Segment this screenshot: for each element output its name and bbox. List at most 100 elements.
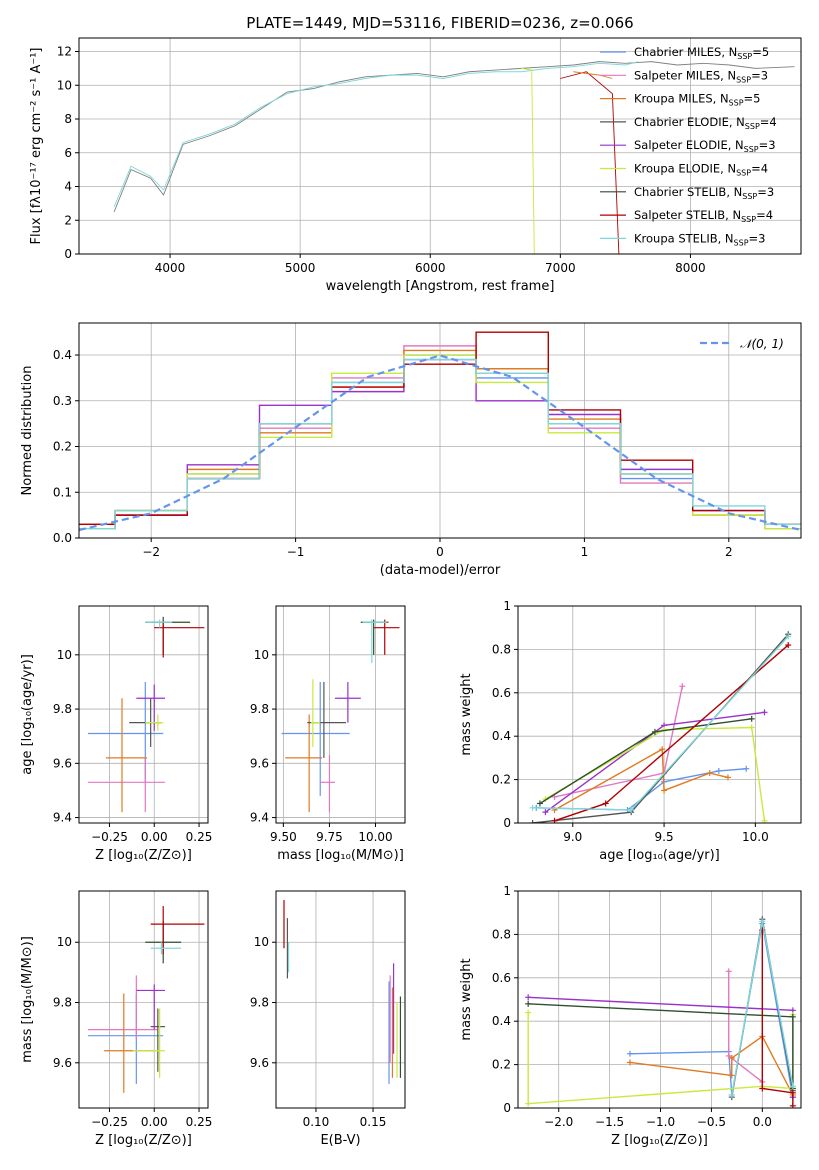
legend-count: =4 xyxy=(751,162,768,176)
y-tick-label: 9.4 xyxy=(53,811,72,825)
axes-frame xyxy=(517,605,802,824)
y-axis-label: mass weight xyxy=(459,958,474,1040)
x-tick-label: 9.0 xyxy=(563,830,582,844)
y-tick-label: 0.3 xyxy=(53,394,72,408)
plot-area xyxy=(529,631,792,823)
x-tick-label: 1 xyxy=(581,545,589,559)
axis-ticks: −0.25 0.00 0.25 9.6 9.8 10 xyxy=(53,935,212,1129)
legend-subscript: SSP xyxy=(745,122,760,131)
x-tick-label: 8000 xyxy=(675,261,706,275)
plot-area xyxy=(87,616,205,813)
y-tick-label: 0 xyxy=(64,247,72,261)
y-tick-label: 10 xyxy=(254,648,269,662)
x-tick-label: 2 xyxy=(725,545,733,559)
y-tick-label: 6 xyxy=(64,146,72,160)
axes-frame xyxy=(78,605,209,824)
axes-frame xyxy=(78,37,802,255)
y-tick-label: 9.4 xyxy=(250,811,269,825)
y-tick-label: 0.4 xyxy=(492,729,511,743)
legend-label: Kroupa ELODIE, NSSP=4 xyxy=(634,162,768,178)
series-line xyxy=(573,71,613,79)
y-tick-label: 9.8 xyxy=(250,702,269,716)
axes-frame xyxy=(275,605,406,824)
panel-age-vs-mass: 9.50 9.75 10.00 9.4 9.6 9.8 10 mass [log₁₀(M/M⊙… xyxy=(250,605,406,863)
x-tick-label: 7000 xyxy=(545,261,576,275)
y-axis-label: mass [log₁₀(M/M⊙)] xyxy=(20,936,35,1063)
series-line xyxy=(560,71,620,254)
legend-subscript: SSP xyxy=(729,99,744,108)
x-axis-label: Z [log₁₀(Z/Z⊙)] xyxy=(611,1133,708,1148)
series-line xyxy=(113,61,795,212)
legend-subscript: SSP xyxy=(734,238,749,247)
y-tick-label: 0.1 xyxy=(53,485,72,499)
y-tick-label: 10 xyxy=(57,78,72,92)
axis-ticks: 9.0 9.5 10.0 0 0.2 0.4 0.6 0.8 1 xyxy=(492,599,769,844)
panel-mass-vs-z: −0.25 0.00 0.25 9.6 9.8 10 Z [log₁₀(Z/Z⊙)] mass… xyxy=(20,890,212,1148)
legend-count: =3 xyxy=(751,68,768,82)
x-axis-label: (data-model)/error xyxy=(380,563,501,578)
legend-label: Salpeter MILES, NSSP=3 xyxy=(634,68,768,84)
plot-area xyxy=(281,619,400,813)
x-tick-label: 9.75 xyxy=(316,830,343,844)
x-tick-label: 0 xyxy=(436,545,444,559)
legend-subscript: SSP xyxy=(736,75,751,84)
y-tick-label: 9.8 xyxy=(53,702,72,716)
panel-residuals: −2 −1 0 1 2 0.0 0.1 0.2 0.3 0.4 (data-model)/error… xyxy=(20,322,802,578)
x-tick-label: 0.00 xyxy=(141,830,168,844)
y-tick-label: 1 xyxy=(503,884,511,898)
grid xyxy=(79,891,208,1108)
y-tick-label: 10 xyxy=(57,935,72,949)
legend-count: =3 xyxy=(759,138,776,152)
y-tick-label: 0.0 xyxy=(53,531,72,545)
x-tick-label: −1.5 xyxy=(595,1115,624,1129)
x-tick-label: −0.25 xyxy=(91,830,128,844)
y-tick-label: 0.2 xyxy=(492,1058,511,1072)
plot-area xyxy=(113,61,795,254)
series-line xyxy=(761,930,794,1106)
x-tick-label: −0.25 xyxy=(91,1115,128,1129)
legend-count: =5 xyxy=(744,92,761,106)
x-tick-label: 0.25 xyxy=(186,830,213,844)
y-tick-label: 0 xyxy=(503,816,511,830)
x-tick-label: −2.0 xyxy=(544,1115,573,1129)
x-tick-label: 5000 xyxy=(285,261,316,275)
y-axis-label: Normed distribution xyxy=(20,366,35,496)
plot-area xyxy=(87,906,205,1093)
y-tick-label: 10 xyxy=(57,648,72,662)
series-line xyxy=(113,61,639,207)
plot-area xyxy=(283,900,402,1084)
x-tick-label: 4000 xyxy=(155,261,186,275)
axis-ticks: 4000 5000 6000 7000 8000 0 2 4 6 8 10 12 xyxy=(57,45,706,276)
y-tick-label: 9.6 xyxy=(250,756,269,770)
legend-label: Chabrier ELODIE, NSSP=4 xyxy=(634,115,777,131)
grid xyxy=(276,606,405,823)
y-tick-label: 0.6 xyxy=(492,971,511,985)
x-tick-label: −2 xyxy=(142,545,160,559)
y-tick-label: 9.6 xyxy=(53,756,72,770)
y-tick-label: 0.8 xyxy=(492,642,511,656)
axes-frame xyxy=(275,890,406,1109)
panel-weight-vs-age: 9.0 9.5 10.0 0 0.2 0.4 0.6 0.8 1 age [log₁₀(age/y… xyxy=(459,599,802,863)
series-line xyxy=(521,67,535,254)
series-line xyxy=(539,718,752,805)
y-tick-label: 9.8 xyxy=(53,996,72,1010)
y-tick-label: 9.6 xyxy=(53,1056,72,1070)
legend-subscript: SSP xyxy=(737,52,752,61)
panel-spectrum: 4000 5000 6000 7000 8000 0 2 4 6 8 10 12 wavelength … xyxy=(29,37,802,294)
axis-ticks: −2.0 −1.5 −1.0 −0.5 0.0 0 0.2 0.4 0.6 0.8 1 xyxy=(492,884,772,1129)
y-axis-label: mass weight xyxy=(459,673,474,755)
legend-label: Salpeter STELIB, NSSP=4 xyxy=(634,208,773,224)
series-line xyxy=(728,971,763,1083)
x-tick-label: 0.0 xyxy=(753,1115,772,1129)
y-tick-label: 0.4 xyxy=(53,348,72,362)
x-axis-label: E(B-V) xyxy=(320,1133,360,1148)
grid xyxy=(276,891,405,1108)
axis-ticks: −2 −1 0 1 2 0.0 0.1 0.2 0.3 0.4 xyxy=(53,348,733,559)
legend-subscript: SSP xyxy=(736,169,751,178)
panel-weight-vs-z: −2.0 −1.5 −1.0 −0.5 0.0 0 0.2 0.4 0.6 0.8 1 Z [log₁… xyxy=(459,884,802,1148)
y-axis-label: Flux [fλ10⁻¹⁷ erg cm⁻² s⁻¹ A⁻¹] xyxy=(29,48,44,245)
series-line xyxy=(554,644,789,822)
plot-area xyxy=(525,916,796,1108)
panel-age-vs-z: −0.25 0.00 0.25 9.4 9.6 9.8 10 Z [log₁₀(Z/Z⊙)] a… xyxy=(20,605,213,863)
